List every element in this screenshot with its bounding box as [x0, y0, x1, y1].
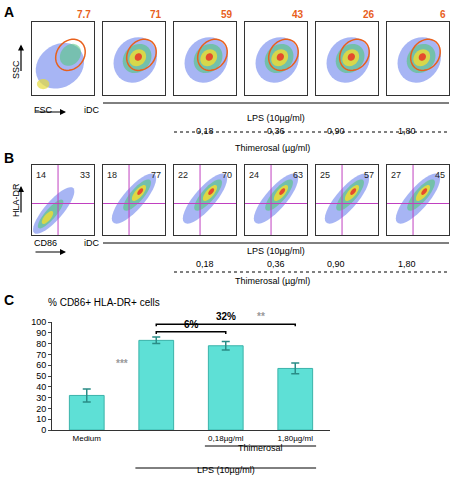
svg-text:14: 14	[36, 170, 46, 180]
svg-text:26: 26	[363, 9, 375, 20]
svg-text:iDC: iDC	[84, 238, 99, 248]
svg-text:Thimerosal (µg/ml): Thimerosal (µg/ml)	[235, 143, 310, 153]
svg-text:0,90: 0,90	[327, 126, 345, 136]
svg-text:10: 10	[36, 414, 46, 424]
svg-text:30: 30	[36, 393, 46, 403]
svg-text:LPS (10µg/ml): LPS (10µg/ml)	[247, 246, 305, 256]
svg-text:45: 45	[435, 170, 445, 180]
svg-text:43: 43	[292, 9, 304, 20]
svg-text:0,36: 0,36	[267, 126, 285, 136]
svg-text:0,90: 0,90	[327, 259, 345, 269]
svg-text:25: 25	[320, 170, 330, 180]
svg-text:iDC: iDC	[84, 105, 99, 115]
svg-text:HLA-DR: HLA-DR	[11, 183, 21, 217]
svg-text:33: 33	[80, 170, 90, 180]
svg-text:27: 27	[391, 170, 401, 180]
svg-text:71: 71	[150, 9, 162, 20]
svg-text:6%: 6%	[184, 319, 199, 330]
svg-text:LPS (10µg/ml): LPS (10µg/ml)	[197, 465, 255, 475]
svg-text:**: **	[257, 311, 265, 322]
svg-text:C: C	[4, 292, 14, 308]
svg-text:70: 70	[222, 170, 232, 180]
svg-text:LPS (10µg/ml): LPS (10µg/ml)	[247, 113, 305, 123]
svg-text:40: 40	[36, 382, 46, 392]
svg-text:63: 63	[293, 170, 303, 180]
svg-text:22: 22	[178, 170, 188, 180]
svg-text:FSC: FSC	[34, 105, 53, 115]
svg-text:50: 50	[36, 371, 46, 381]
svg-text:0: 0	[41, 425, 46, 435]
svg-text:0,18µg/ml: 0,18µg/ml	[208, 434, 244, 443]
svg-text:100: 100	[31, 317, 46, 327]
svg-text:0,36: 0,36	[267, 259, 285, 269]
svg-text:60: 60	[36, 360, 46, 370]
svg-text:1,80µg/ml: 1,80µg/ml	[278, 434, 314, 443]
svg-text:Thimerosal: Thimerosal	[238, 443, 283, 453]
svg-text:6: 6	[440, 9, 446, 20]
svg-text:% CD86+ HLA-DR+ cells: % CD86+ HLA-DR+ cells	[48, 297, 160, 308]
svg-text:80: 80	[36, 339, 46, 349]
svg-text:0,18: 0,18	[196, 259, 214, 269]
svg-text:59: 59	[221, 9, 233, 20]
svg-text:1,80: 1,80	[398, 126, 416, 136]
svg-text:7.7: 7.7	[77, 9, 91, 20]
svg-text:57: 57	[364, 170, 374, 180]
svg-text:77: 77	[151, 170, 161, 180]
svg-text:70: 70	[36, 350, 46, 360]
svg-text:Medium: Medium	[73, 434, 102, 443]
svg-text:24: 24	[249, 170, 259, 180]
svg-text:20: 20	[36, 404, 46, 414]
svg-text:1,80: 1,80	[398, 259, 416, 269]
svg-text:***: ***	[116, 358, 128, 369]
svg-text:90: 90	[36, 328, 46, 338]
svg-text:A: A	[4, 4, 14, 20]
svg-text:Thimerosal (µg/ml): Thimerosal (µg/ml)	[235, 276, 310, 286]
svg-text:32%: 32%	[216, 311, 236, 322]
svg-text:0,18: 0,18	[196, 126, 214, 136]
svg-text:18: 18	[107, 170, 117, 180]
svg-text:SSC: SSC	[11, 60, 21, 79]
svg-text:CD86: CD86	[34, 238, 57, 248]
svg-text:B: B	[4, 150, 14, 166]
